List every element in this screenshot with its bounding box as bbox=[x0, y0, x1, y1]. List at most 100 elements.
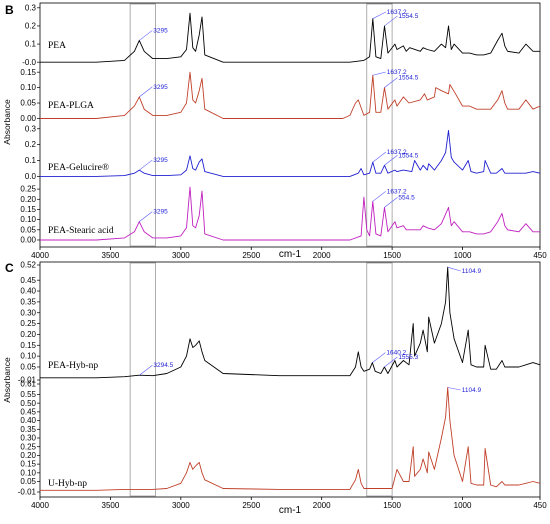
x-tick-label: 3000 bbox=[172, 251, 190, 260]
annotation-leader bbox=[139, 364, 153, 376]
highlight-band bbox=[366, 262, 393, 497]
annotation-leader bbox=[447, 387, 461, 391]
annotation-leader bbox=[139, 211, 153, 222]
y-tick-label: 0.1 bbox=[25, 156, 37, 165]
series-label: PEA-PLGA bbox=[48, 101, 94, 111]
spectrum-line bbox=[40, 186, 540, 241]
spectrum-line bbox=[40, 71, 541, 119]
annotation-leader bbox=[447, 266, 461, 272]
panel-letter: C bbox=[5, 261, 14, 275]
peak-annotation: 3295 bbox=[153, 209, 168, 216]
peak-annotation: 3294.5 bbox=[153, 362, 173, 369]
annotation-leader bbox=[384, 15, 398, 27]
y-tick-label: 0.00 bbox=[20, 236, 36, 245]
peak-annotation: 554.5 bbox=[398, 194, 415, 201]
y-tick-label: 0.45 bbox=[20, 407, 36, 416]
spectrum-line bbox=[40, 129, 541, 177]
peak-annotation: 1554.5 bbox=[398, 152, 418, 159]
x-tick-label: 1500 bbox=[383, 501, 401, 510]
y-axis-title: Absorbance bbox=[2, 99, 12, 145]
y-tick-label: 0.20 bbox=[20, 195, 36, 204]
y-tick-label: -0.0 bbox=[22, 58, 36, 67]
y-tick-label: 0.25 bbox=[20, 185, 36, 194]
x-tick-label: 4000 bbox=[31, 251, 49, 260]
annotation-leader bbox=[372, 11, 386, 19]
annotation-leader bbox=[384, 155, 398, 166]
x-tick-label: 3500 bbox=[102, 501, 120, 510]
x-tick-label: 2000 bbox=[313, 501, 331, 510]
x-tick-label: 2000 bbox=[313, 251, 331, 260]
y-tick-label: 0.30 bbox=[20, 434, 36, 443]
x-tick-label: 1500 bbox=[383, 251, 401, 260]
peak-annotation: 1555.3 bbox=[398, 354, 418, 361]
y-tick-label: 0.0 bbox=[25, 172, 37, 181]
y-tick-label: -0.01 bbox=[18, 488, 37, 497]
x-tick-label: 3500 bbox=[102, 251, 120, 260]
y-tick-label: 0.55 bbox=[20, 390, 36, 399]
peak-annotation: 1637.2 bbox=[387, 188, 407, 195]
y-tick-label: 0.05 bbox=[20, 363, 36, 372]
y-tick-label: 0.25 bbox=[20, 319, 36, 328]
annotation-leader bbox=[139, 159, 153, 171]
x-tick-label: 1000 bbox=[454, 501, 472, 510]
peak-annotation: 1554.5 bbox=[398, 75, 418, 82]
x-tick-label: 3000 bbox=[172, 501, 190, 510]
peak-annotation: 1637.2 bbox=[387, 69, 407, 76]
series-label: U-Hyb-np bbox=[48, 479, 87, 489]
x-axis-title: cm-1 bbox=[279, 505, 302, 516]
peak-annotation: 1554.5 bbox=[398, 13, 418, 20]
peak-annotation: 1104.9 bbox=[462, 268, 482, 275]
y-tick-label: 0.10 bbox=[20, 468, 36, 477]
spectrum-line bbox=[40, 12, 540, 63]
x-tick-label: 1000 bbox=[454, 251, 472, 260]
y-tick-label: 0.05 bbox=[20, 477, 36, 486]
series-label: PEA bbox=[48, 41, 66, 51]
y-tick-label: 0.3 bbox=[25, 3, 37, 12]
panel-letter: B bbox=[5, 3, 14, 17]
peak-annotation: 3295 bbox=[153, 157, 168, 164]
annotation-leader bbox=[372, 191, 386, 202]
series-label: PEA-Hyb-np bbox=[48, 361, 98, 371]
y-tick-label: 0.2 bbox=[25, 22, 37, 31]
y-tick-label: 0.15 bbox=[20, 341, 36, 350]
spectrum-line bbox=[40, 387, 541, 491]
spectrum-line bbox=[40, 266, 541, 379]
y-tick-label: 0.15 bbox=[20, 460, 36, 469]
series-label: PEA-Gelucire® bbox=[48, 162, 109, 173]
y-tick-label: 0.25 bbox=[20, 442, 36, 451]
plot-frame bbox=[39, 261, 541, 498]
y-axis-title: Absorbance bbox=[2, 357, 12, 403]
y-tick-label: -0.01 bbox=[18, 376, 37, 385]
x-tick-label: 450 bbox=[533, 251, 547, 260]
y-tick-label: 0.15 bbox=[20, 205, 36, 214]
y-tick-label: 0.10 bbox=[20, 352, 36, 361]
y-tick-label: 0.3 bbox=[25, 124, 37, 133]
peak-annotation: 3295 bbox=[153, 84, 168, 91]
y-tick-label: 0.05 bbox=[20, 225, 36, 234]
y-tick-label: 0.52 bbox=[20, 261, 36, 270]
annotation-leader bbox=[372, 151, 386, 163]
y-tick-label: 0.50 bbox=[20, 399, 36, 408]
peak-annotation: 1637.2 bbox=[387, 149, 407, 156]
y-tick-label: 0.2 bbox=[25, 140, 37, 149]
y-tick-label: 0.20 bbox=[20, 451, 36, 460]
y-tick-label: 0.05 bbox=[20, 99, 36, 108]
annotation-leader bbox=[372, 352, 386, 363]
y-tick-label: 0.00 bbox=[20, 114, 36, 123]
annotation-leader bbox=[384, 197, 398, 208]
x-tick-label: 450 bbox=[533, 501, 547, 510]
highlight-band bbox=[129, 262, 156, 497]
peak-annotation: 1637.2 bbox=[387, 9, 407, 16]
y-tick-label: 0.40 bbox=[20, 416, 36, 425]
y-tick-label: 0.1 bbox=[25, 40, 37, 49]
y-tick-label: 0.10 bbox=[20, 215, 36, 224]
annotation-leader bbox=[139, 30, 153, 41]
x-tick-label: 2500 bbox=[242, 501, 260, 510]
y-tick-label: 0.61 bbox=[20, 380, 36, 389]
annotation-leader bbox=[384, 77, 398, 88]
y-tick-label: 0.30 bbox=[20, 308, 36, 317]
x-axis-title: cm-1 bbox=[279, 249, 302, 260]
y-tick-label: 0.10 bbox=[20, 83, 36, 92]
